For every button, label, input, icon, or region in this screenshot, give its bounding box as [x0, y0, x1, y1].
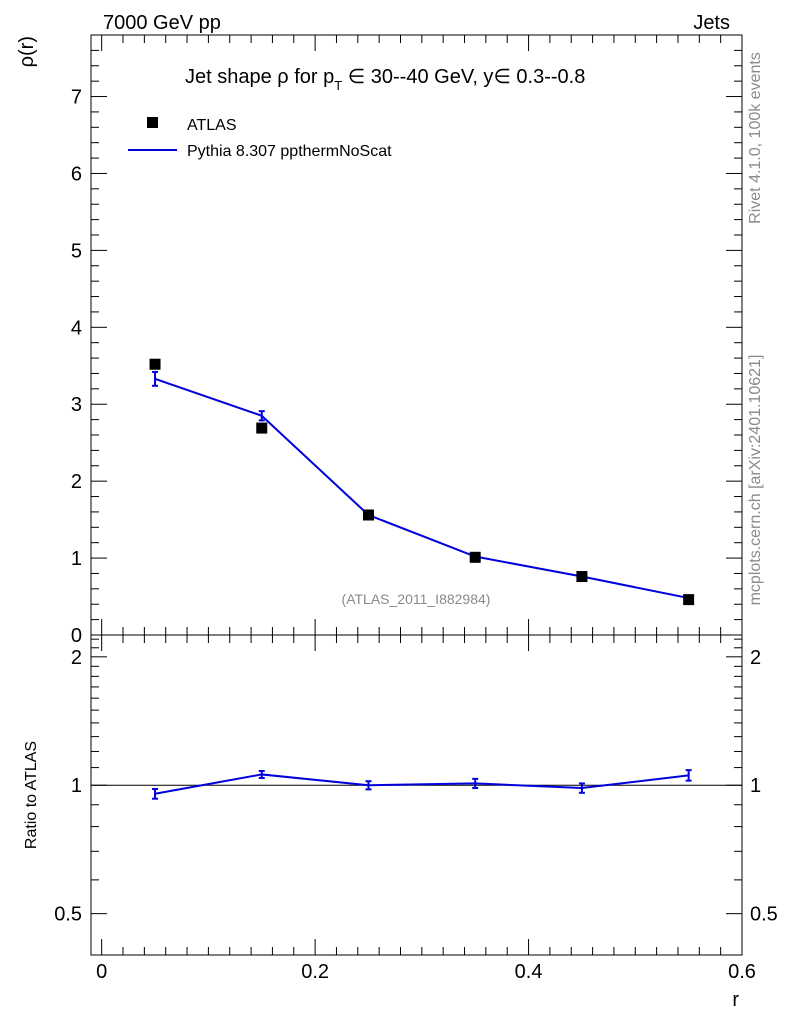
- main-y-tick-label: 4: [71, 317, 82, 339]
- ratio-y-axis-label: Ratio to ATLAS: [23, 741, 40, 849]
- x-tick-label: 0: [96, 961, 107, 983]
- ratio-y-tick-label-left: 1: [71, 775, 82, 797]
- main-y-axis-label: ρ(r): [16, 36, 38, 67]
- legend-pythia-label: Pythia 8.307 ppthermNoScat: [187, 143, 392, 160]
- main-y-tick-label: 5: [71, 240, 82, 262]
- pythia-series: [152, 370, 692, 601]
- atlas-data-point: [683, 594, 695, 606]
- ratio-plot-frame: [90, 634, 743, 956]
- atlas-data-point: [256, 422, 268, 434]
- chart-title: Jet shape ρ for pT ∈ 30--40 GeV, y∈ 0.3-…: [185, 66, 585, 93]
- main-y-tick-label: 7: [71, 87, 82, 109]
- rivet-version-label: Rivet 4.1.0, 100k events: [747, 52, 764, 224]
- ratio-y-tick-label-right: 0.5: [750, 904, 778, 926]
- header-energy-label: 7000 GeV pp: [103, 12, 221, 34]
- ratio-y-tick-label-right: 1: [750, 775, 761, 797]
- main-y-tick-label: 2: [71, 471, 82, 493]
- legend-atlas-label: ATLAS: [187, 117, 237, 134]
- atlas-series: [149, 358, 695, 606]
- x-axis: 0 0.2 0.4 0.6: [96, 35, 756, 983]
- header-category-label: Jets: [693, 12, 730, 34]
- analysis-watermark: (ATLAS_2011_I882984): [342, 591, 491, 607]
- legend-atlas-marker: [147, 117, 158, 128]
- atlas-data-point: [362, 509, 374, 521]
- ratio-pythia-series: [152, 769, 692, 800]
- atlas-data-point: [576, 571, 588, 583]
- main-y-tick-label: 1: [71, 548, 82, 570]
- x-axis-label: r: [732, 989, 739, 1011]
- ratio-y-axis: 0.5 0.5 1 1 2 2: [54, 638, 778, 956]
- mcplots-source-label: mcplots.cern.ch [arXiv:2401.10621]: [747, 355, 764, 606]
- main-y-axis: 0 1 2 3 4 5 6 7: [71, 34, 742, 647]
- atlas-data-point: [149, 358, 161, 370]
- x-tick-label: 0.2: [301, 961, 329, 983]
- x-tick-label: 0.4: [515, 961, 543, 983]
- ratio-y-tick-label-right: 2: [750, 647, 761, 669]
- ratio-y-tick-label-left: 2: [71, 647, 82, 669]
- main-y-tick-label: 0: [71, 625, 82, 647]
- main-y-tick-label: 6: [71, 163, 82, 185]
- atlas-data-point: [469, 551, 481, 563]
- ratio-pythia-line: [154, 773, 689, 795]
- main-y-tick-label: 3: [71, 394, 82, 416]
- ratio-y-tick-label-left: 0.5: [54, 904, 82, 926]
- pythia-line: [154, 377, 689, 600]
- x-tick-label: 0.6: [728, 961, 756, 983]
